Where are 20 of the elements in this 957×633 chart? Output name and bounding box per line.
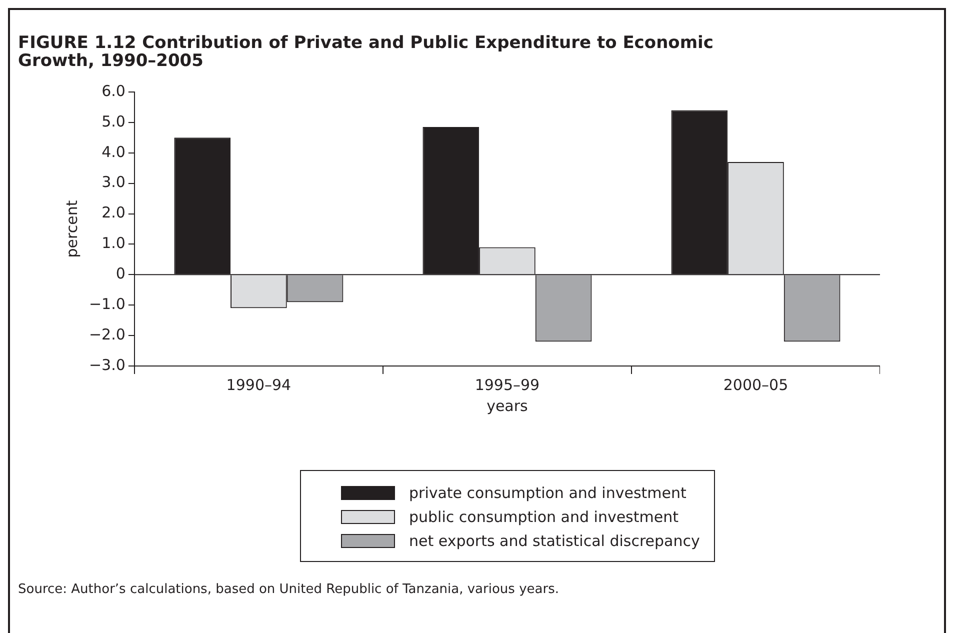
y-tick-label: 0	[116, 264, 126, 283]
x-tick-label: 1990–94	[226, 376, 292, 394]
x-tick-label: 1995–99	[474, 376, 540, 394]
x-axis-title: years	[486, 396, 528, 415]
y-tick-label: 4.0	[102, 142, 126, 161]
y-axis-title: percent	[62, 200, 81, 258]
y-tick-label: −3.0	[88, 356, 126, 374]
y-tick-label: 5.0	[102, 112, 126, 130]
source-note: Source: Author’s calculations, based on United Republic of Tanzania, various years.	[18, 582, 559, 597]
legend-label: private consumption and investment	[409, 484, 686, 502]
y-tick-label: 2.0	[102, 204, 126, 222]
y-tick-label: 6.0	[102, 82, 126, 100]
y-tick-label: −1.0	[88, 295, 126, 313]
y-tick-label: −2.0	[88, 325, 126, 344]
y-tick-label: 1.0	[102, 234, 126, 252]
y-tick-label: 3.0	[102, 173, 126, 192]
legend-label: net exports and statistical discrepancy	[409, 532, 700, 550]
x-tick-label: 2000–05	[723, 376, 788, 394]
legend-label: public consumption and investment	[409, 508, 678, 526]
chart-title: FIGURE 1.12 Contribution of Private and Public Expenditure to Economic Growth, 1990–2005	[18, 33, 714, 71]
